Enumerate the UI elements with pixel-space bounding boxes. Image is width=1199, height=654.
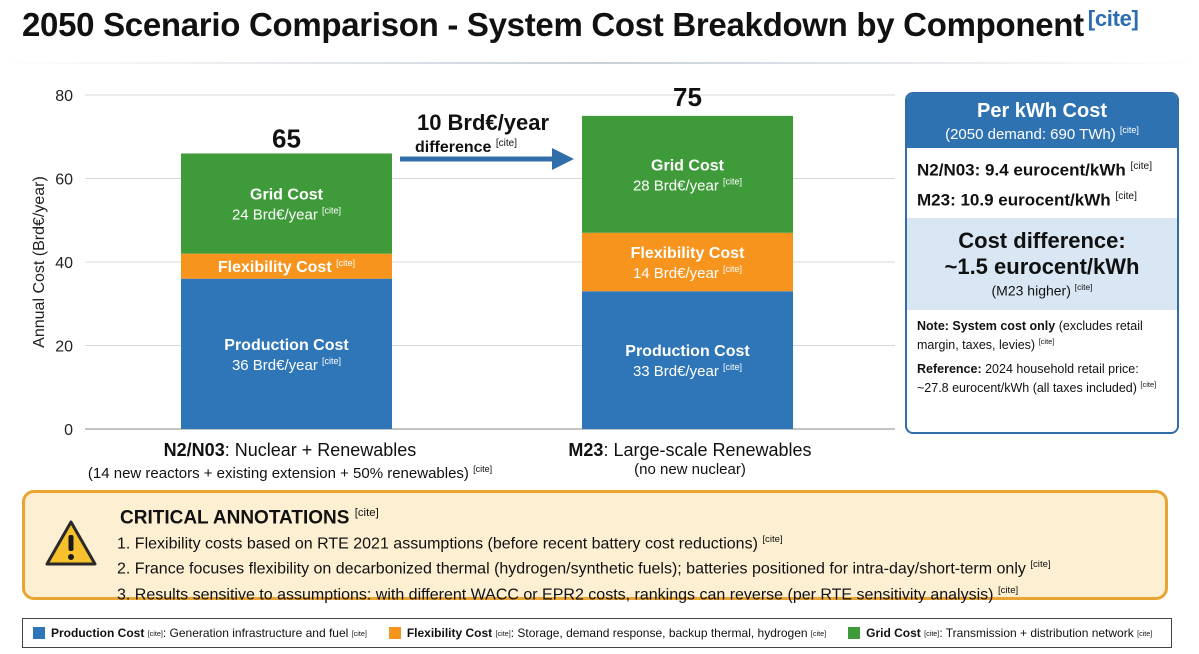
warning-icon bbox=[45, 520, 97, 566]
segment-label: Flexibility Cost bbox=[631, 245, 745, 262]
cite-link[interactable]: [cite] bbox=[1119, 125, 1139, 135]
y-tick-label: 60 bbox=[55, 172, 73, 189]
bar-total-label: 75 bbox=[673, 82, 702, 112]
cost-difference-block: Cost difference: ~1.5 eurocent/kWh (M23 … bbox=[907, 218, 1177, 310]
cite-link[interactable]: [cite] bbox=[762, 534, 783, 545]
cite-link[interactable]: [cite] bbox=[1115, 191, 1137, 202]
difference-label: difference [cite] bbox=[415, 138, 517, 156]
category-label-m23: M23: Large-scale Renewables (no new nucl… bbox=[500, 441, 880, 479]
bar-grid-1 bbox=[582, 115, 793, 233]
segment-value: 24 Brd€/year [cite] bbox=[232, 206, 341, 224]
cite-link[interactable]: [cite] bbox=[496, 138, 517, 149]
m23-cost: M23: 10.9 eurocent/kWh bbox=[917, 190, 1111, 210]
ref-text: 2024 household retail price: ~27.8 euroc… bbox=[917, 362, 1139, 396]
y-tick-label: 80 bbox=[55, 88, 73, 105]
cite-link[interactable]: [cite] bbox=[322, 206, 341, 216]
category-desc: : Large-scale Renewables bbox=[603, 440, 812, 460]
diff-line-2: ~1.5 eurocent/kWh bbox=[944, 254, 1140, 279]
category-sub: (14 new reactors + existing extension + … bbox=[87, 465, 469, 482]
segment-value: 33 Brd€/year [cite] bbox=[633, 362, 742, 380]
bar-production-1 bbox=[582, 291, 793, 429]
annotation-item: 3. Results sensitive to assumptions: wit… bbox=[117, 584, 1019, 603]
cite-link[interactable]: [cite] bbox=[723, 264, 742, 274]
cite-link[interactable]: [cite] bbox=[351, 628, 367, 638]
segment-value: 36 Brd€/year [cite] bbox=[232, 356, 341, 374]
n2-cost: N2/N03: 9.4 eurocent/kWh bbox=[917, 160, 1126, 180]
cite-link[interactable]: [cite] bbox=[147, 628, 163, 638]
y-tick-label: 0 bbox=[64, 422, 73, 439]
legend-swatch bbox=[848, 627, 861, 639]
cite-link[interactable]: [cite] bbox=[336, 258, 355, 268]
legend-item-grid: Grid Cost [cite]: Transmission + distrib… bbox=[848, 626, 1152, 640]
bar-grid-0 bbox=[181, 153, 392, 254]
cite-link[interactable]: [cite] bbox=[997, 584, 1019, 596]
cite-link[interactable]: [cite] bbox=[1137, 628, 1153, 638]
diff-line-3: (M23 higher) bbox=[991, 282, 1071, 299]
segment-label: Flexibility Cost [cite] bbox=[218, 258, 355, 276]
legend-item-flexibility: Flexibility Cost [cite]: Storage, demand… bbox=[388, 626, 827, 640]
cite-link[interactable]: [cite] bbox=[1140, 380, 1157, 390]
cite-link[interactable]: [cite] bbox=[924, 628, 940, 638]
per-kwh-cost-panel: Per kWh Cost (2050 demand: 690 TWh) [cit… bbox=[905, 92, 1179, 434]
bar-flexibility-1 bbox=[582, 232, 793, 292]
cite-link[interactable]: [cite] bbox=[322, 356, 341, 366]
bar-production-0 bbox=[181, 278, 392, 429]
system-cost-note: Note: System cost only (excludes retail … bbox=[907, 310, 1177, 353]
title-text: 2050 Scenario Comparison - System Cost B… bbox=[22, 6, 1084, 43]
legend-swatch bbox=[33, 627, 45, 639]
cite-link[interactable]: [cite] bbox=[723, 176, 742, 186]
legend-swatch bbox=[388, 627, 401, 639]
panel-subheading: (2050 demand: 690 TWh) bbox=[945, 126, 1116, 143]
cite-link[interactable]: [cite] bbox=[1038, 337, 1055, 346]
cite-link[interactable]: [cite] bbox=[495, 628, 511, 638]
cite-link[interactable]: [cite] bbox=[723, 362, 742, 372]
cite-link[interactable]: [cite] bbox=[810, 628, 827, 638]
annotations-list: 1. Flexibility costs based on RTE 2021 a… bbox=[117, 529, 1051, 605]
category-name: M23 bbox=[568, 440, 604, 460]
critical-annotations-panel: CRITICAL ANNOTATIONS [cite] 1. Flexibili… bbox=[22, 490, 1168, 603]
difference-arrow-head bbox=[552, 148, 574, 170]
chart-legend: Production Cost [cite]: Generation infra… bbox=[22, 618, 1172, 648]
annotations-title: CRITICAL ANNOTATIONS bbox=[120, 507, 350, 529]
annotation-item: 1. Flexibility costs based on RTE 2021 a… bbox=[117, 534, 783, 553]
category-desc: : Nuclear + Renewables bbox=[224, 440, 417, 460]
bar-flexibility-0 bbox=[181, 253, 392, 279]
segment-label: Grid Cost bbox=[651, 157, 725, 174]
panel-header: Per kWh Cost (2050 demand: 690 TWh) [cit… bbox=[907, 94, 1177, 148]
stacked-bar-chart: 0 20 40 60 80 Annual Cost (Brd€/year) Producti… bbox=[31, 82, 895, 439]
y-axis-label: Annual Cost (Brd€/year) bbox=[31, 176, 48, 348]
y-tick-label: 40 bbox=[55, 255, 73, 272]
segment-label: Production Cost bbox=[625, 343, 750, 360]
title-divider bbox=[0, 62, 1199, 64]
title-cite[interactable]: [cite] bbox=[1087, 6, 1139, 31]
page-title: 2050 Scenario Comparison - System Cost B… bbox=[22, 6, 1182, 44]
note-text: (excludes retail margin, taxes, levies) bbox=[917, 319, 1143, 353]
ref-bold: Reference: bbox=[917, 362, 982, 377]
cite-link[interactable]: [cite] bbox=[1030, 559, 1051, 571]
category-label-n2: N2/N03: Nuclear + Renewables (14 new rea… bbox=[70, 441, 510, 483]
panel-heading: Per kWh Cost bbox=[976, 100, 1108, 122]
annotation-item: 2. France focuses flexibility on decarbo… bbox=[117, 559, 1051, 578]
legend-item-production: Production Cost [cite]: Generation infra… bbox=[33, 626, 367, 640]
cite-link[interactable]: [cite] bbox=[1074, 282, 1093, 292]
diff-line-1: Cost difference: bbox=[958, 228, 1126, 253]
bar-total-label: 65 bbox=[272, 124, 301, 154]
note-bold: Note: System cost only bbox=[917, 319, 1056, 333]
segment-value: 14 Brd€/year [cite] bbox=[633, 264, 742, 282]
cite-link[interactable]: [cite] bbox=[473, 464, 493, 474]
reference-note: Reference: 2024 household retail price: … bbox=[907, 353, 1177, 396]
segment-label: Production Cost bbox=[224, 337, 349, 354]
category-sub: (no new nuclear) bbox=[634, 461, 746, 478]
category-name: N2/N03 bbox=[163, 440, 225, 460]
segment-value: 28 Brd€/year [cite] bbox=[633, 176, 742, 194]
cite-link[interactable]: [cite] bbox=[1130, 161, 1153, 172]
difference-value: 10 Brd€/year bbox=[417, 110, 550, 135]
y-tick-label: 20 bbox=[55, 339, 73, 356]
cite-link[interactable]: [cite] bbox=[354, 507, 379, 519]
segment-label: Grid Cost bbox=[250, 187, 324, 204]
